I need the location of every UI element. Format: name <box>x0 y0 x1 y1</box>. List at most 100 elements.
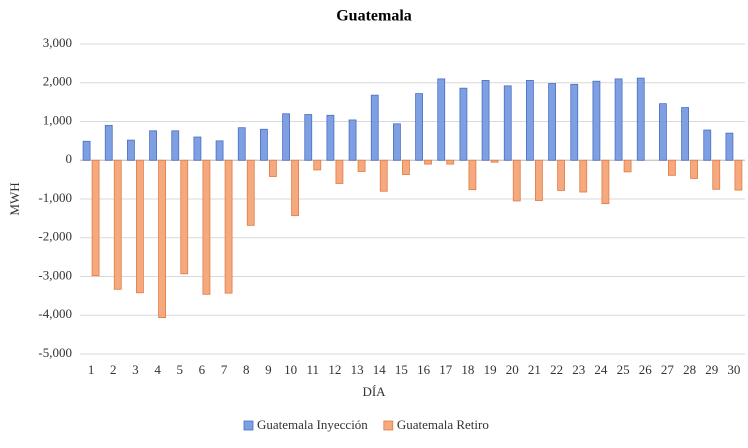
bar <box>503 85 512 161</box>
x-tick-label: 9 <box>265 362 272 377</box>
bar <box>357 159 366 172</box>
bar <box>158 159 166 318</box>
chart-title: Guatemala <box>336 8 412 25</box>
bar <box>104 124 113 161</box>
bar <box>193 136 202 161</box>
bar <box>570 83 579 161</box>
bar <box>526 80 534 161</box>
bar <box>690 159 698 179</box>
y-tick-label: -2,000 <box>38 229 72 244</box>
bar <box>136 159 144 294</box>
x-tick-label: 18 <box>461 362 474 377</box>
bar <box>82 140 91 161</box>
x-tick-label: 5 <box>177 362 184 377</box>
bar <box>557 159 565 191</box>
bar <box>712 159 721 190</box>
x-tick-label: 11 <box>306 362 319 377</box>
bar <box>614 78 623 161</box>
bar <box>437 78 446 161</box>
bar <box>180 159 189 275</box>
bar <box>91 159 100 277</box>
y-tick-label: -5,000 <box>38 345 72 360</box>
bar <box>202 159 211 295</box>
x-tick-label: 4 <box>154 362 161 377</box>
x-tick-label: 6 <box>199 362 206 377</box>
bar <box>512 159 521 202</box>
bar <box>313 159 322 171</box>
bar <box>393 123 401 161</box>
x-tick-label: 27 <box>661 362 675 377</box>
bar <box>348 119 357 161</box>
bar <box>260 128 268 161</box>
legend-label: Guatemala Inyección <box>257 417 368 432</box>
x-tick-label: 22 <box>550 362 563 377</box>
bar <box>725 132 734 161</box>
bar <box>681 107 689 161</box>
y-tick-label: -1,000 <box>38 190 72 205</box>
bar <box>224 159 233 294</box>
y-tick-label: 1,000 <box>43 112 72 127</box>
bar <box>535 159 543 201</box>
bar <box>237 127 246 161</box>
x-tick-label: 10 <box>284 362 297 377</box>
x-tick-label: 20 <box>506 362 519 377</box>
bar <box>370 94 379 161</box>
bar <box>326 114 335 161</box>
bar <box>127 139 135 161</box>
x-tick-label: 1 <box>88 362 95 377</box>
x-tick-label: 17 <box>439 362 453 377</box>
x-tick-label: 28 <box>683 362 696 377</box>
legend-swatch <box>243 420 254 431</box>
bar <box>481 80 490 161</box>
bar <box>215 140 224 161</box>
bar <box>703 129 712 161</box>
bar <box>459 87 468 161</box>
x-tick-label: 30 <box>727 362 740 377</box>
bar <box>282 113 290 161</box>
x-tick-label: 15 <box>395 362 408 377</box>
bar <box>446 159 455 165</box>
bar <box>335 159 344 184</box>
x-tick-label: 7 <box>221 362 228 377</box>
bar <box>379 159 388 192</box>
bar <box>592 80 601 161</box>
y-tick-label: -4,000 <box>38 306 72 321</box>
bar <box>601 159 610 205</box>
x-tick-label: 23 <box>572 362 585 377</box>
x-tick-label: 13 <box>351 362 364 377</box>
x-axis-label: DÍA <box>362 384 386 399</box>
y-tick-label: 0 <box>66 151 73 166</box>
bar <box>579 159 588 193</box>
x-tick-label: 8 <box>243 362 250 377</box>
bar <box>659 103 667 161</box>
y-tick-label: -3,000 <box>38 267 72 282</box>
bar <box>734 159 743 191</box>
bar <box>113 159 122 290</box>
bar <box>149 130 157 161</box>
y-axis-label: MWH <box>7 182 22 215</box>
bar <box>171 130 180 161</box>
x-tick-label: 26 <box>639 362 653 377</box>
bar <box>490 159 499 163</box>
x-tick-label: 29 <box>705 362 718 377</box>
bar <box>468 159 477 191</box>
legend-label: Guatemala Retiro <box>397 417 489 432</box>
bar <box>402 159 410 175</box>
bar <box>548 83 556 161</box>
bar <box>269 159 277 177</box>
bar <box>668 159 676 176</box>
bar <box>246 159 255 226</box>
bar <box>623 159 632 173</box>
x-tick-label: 14 <box>373 362 387 377</box>
x-tick-label: 12 <box>328 362 341 377</box>
bar <box>291 159 299 217</box>
bar <box>304 114 313 161</box>
y-tick-label: 3,000 <box>43 35 72 50</box>
bar <box>415 93 423 161</box>
x-tick-label: 25 <box>617 362 630 377</box>
x-tick-label: 24 <box>594 362 608 377</box>
legend-swatch <box>383 420 394 431</box>
bar <box>636 77 645 161</box>
bar <box>424 159 432 165</box>
